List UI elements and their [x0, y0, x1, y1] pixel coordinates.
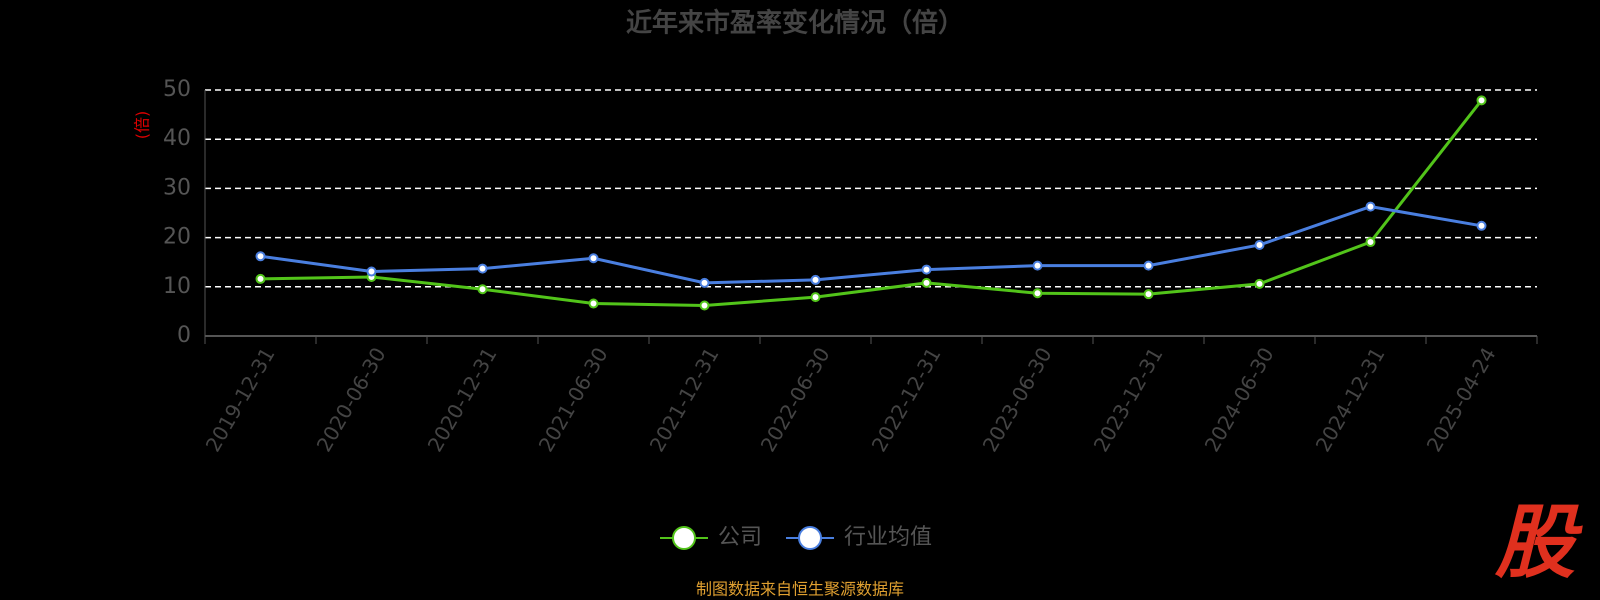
- point: [810, 292, 821, 303]
- y-tick-label: 40: [163, 126, 191, 151]
- point: [366, 266, 377, 277]
- point: [255, 251, 266, 262]
- source-note: 制图数据来自恒生聚源数据库: [696, 580, 904, 599]
- legend-label: 行业均值: [844, 525, 932, 550]
- y-tick-label: 0: [177, 323, 191, 348]
- y-tick-label: 20: [163, 225, 191, 250]
- y-axis-label: (倍): [133, 111, 152, 140]
- point: [1254, 239, 1265, 250]
- y-tick-label: 50: [163, 77, 191, 102]
- point: [477, 284, 488, 295]
- y-tick-label: 10: [163, 274, 191, 299]
- legend-label: 公司: [718, 525, 762, 550]
- legend-marker: [798, 526, 823, 550]
- point: [1476, 220, 1487, 231]
- legend-marker: [672, 526, 696, 550]
- point: [1143, 289, 1154, 300]
- chart-title: 近年来市盈率变化情况（倍）: [626, 8, 964, 39]
- point: [1032, 260, 1043, 271]
- watermark: 股: [1494, 496, 1583, 589]
- point: [1365, 237, 1376, 248]
- point: [699, 277, 710, 288]
- point: [1365, 201, 1376, 212]
- point: [699, 300, 710, 311]
- point: [1254, 278, 1265, 289]
- series-line: [260, 205, 1482, 285]
- point: [921, 264, 932, 275]
- point: [1032, 288, 1043, 299]
- point: [921, 277, 932, 288]
- point: [477, 263, 488, 274]
- point: [1476, 95, 1487, 106]
- point: [588, 253, 599, 264]
- series-line: [260, 99, 1483, 307]
- point: [1143, 260, 1154, 271]
- point: [588, 298, 599, 309]
- y-tick-label: 30: [163, 175, 191, 200]
- point: [255, 273, 266, 284]
- point: [810, 274, 821, 285]
